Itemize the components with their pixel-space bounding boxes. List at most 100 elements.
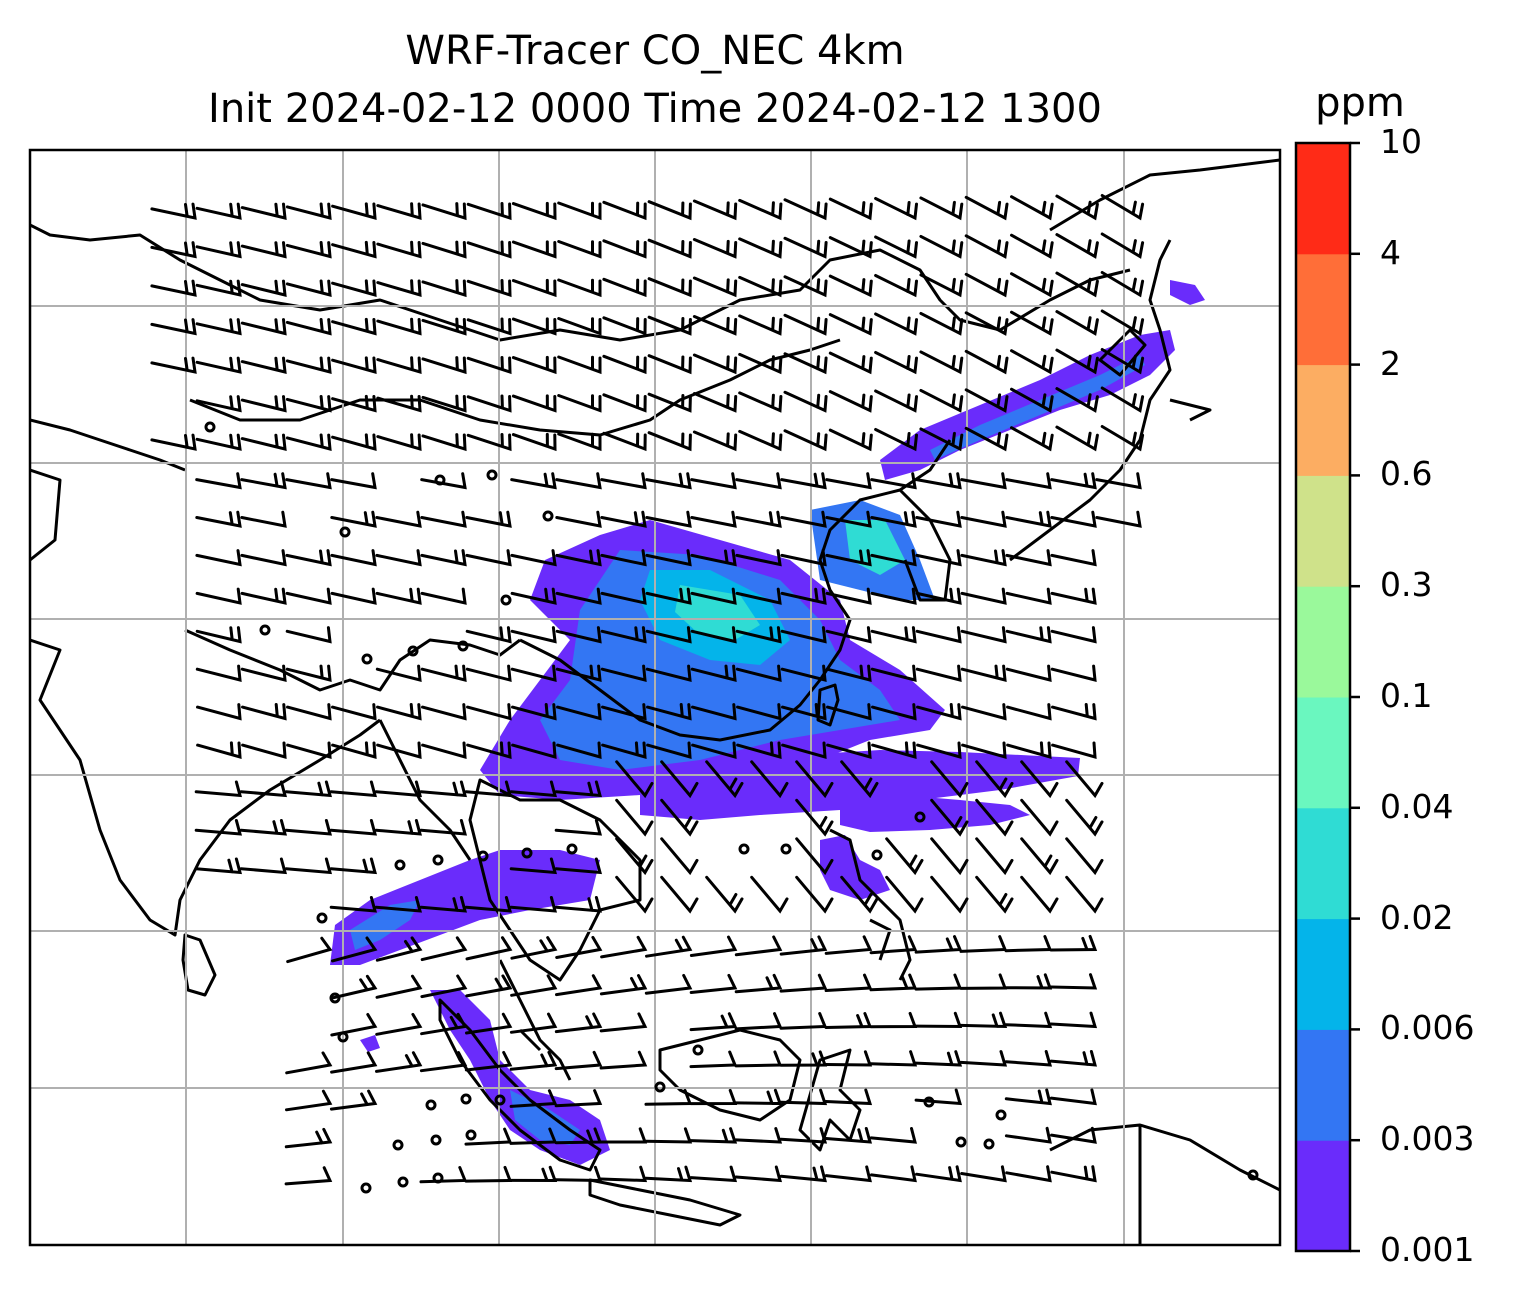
wind-barb: [692, 430, 738, 452]
wind-barb: [915, 587, 962, 605]
wind-barb: [1065, 875, 1104, 914]
wind-barb: [421, 703, 467, 721]
wind-barb: [464, 780, 513, 798]
wind-barb: [645, 626, 692, 644]
wind-barb: [1005, 1165, 1052, 1183]
wind-barb: [959, 935, 1008, 953]
calm-wind-marker: [339, 526, 351, 538]
wind-barb: [599, 1127, 648, 1144]
wind-barb: [464, 1127, 513, 1146]
wind-barb: [464, 1051, 513, 1072]
wind-barb: [331, 279, 377, 298]
wind-barb: [240, 433, 287, 451]
wind-barb: [557, 201, 602, 221]
wind-barb: [1004, 1011, 1053, 1029]
calm-wind-marker: [361, 653, 373, 665]
colorbar-segment: [1296, 807, 1350, 920]
colorbar-tick-label: 0.001: [1380, 1230, 1475, 1269]
wind-barb: [375, 587, 422, 605]
wind-barb: [150, 433, 197, 451]
wind-barb: [554, 896, 603, 913]
coast-borneo: [658, 1028, 802, 1122]
wind-barb: [150, 318, 197, 336]
wind-barb: [915, 626, 962, 644]
wind-barb: [779, 1127, 828, 1144]
wind-barb: [195, 626, 242, 644]
wind-barb: [869, 1127, 917, 1144]
wind-barb: [734, 1165, 783, 1183]
wind-barb: [779, 1165, 827, 1183]
wind-barb: [826, 741, 872, 760]
wind-barb: [286, 741, 332, 760]
wind-barb: [960, 626, 1007, 644]
wind-barb: [645, 664, 692, 682]
wind-barb: [779, 935, 828, 956]
wind-barb: [556, 741, 602, 760]
wind-barb: [421, 279, 467, 298]
wind-barb: [376, 317, 422, 336]
wind-barb: [961, 741, 1007, 760]
wind-barb: [600, 664, 647, 682]
wind-barb: [284, 819, 333, 836]
wind-barb: [511, 317, 557, 336]
wind-barb: [690, 587, 737, 605]
wind-barb: [1020, 760, 1059, 799]
wind-barb: [824, 1012, 873, 1029]
wind-barb: [195, 433, 242, 451]
wind-barb: [825, 587, 872, 605]
wind-barb: [509, 1012, 558, 1034]
wind-barb: [330, 472, 377, 490]
wind-barb: [285, 1089, 333, 1112]
calm-wind-marker: [460, 1093, 472, 1105]
wind-barb: [1005, 510, 1052, 528]
wind-barb: [554, 819, 603, 836]
wind-barb: [419, 1166, 468, 1184]
wind-barb: [195, 472, 242, 490]
wind-barb: [285, 395, 332, 413]
wind-barb: [285, 664, 332, 682]
wind-barb: [1020, 875, 1059, 914]
wind-barb: [331, 433, 377, 452]
wind-barb: [735, 626, 782, 644]
wind-barb: [465, 1012, 513, 1035]
wind-barb: [915, 549, 962, 567]
wind-barb: [554, 1012, 603, 1034]
wind-barb: [690, 472, 737, 490]
wind-barb: [1050, 510, 1097, 528]
wind-barb: [824, 935, 873, 955]
wind-barb: [885, 837, 924, 876]
wind-barb: [285, 587, 332, 605]
wind-barb: [240, 664, 287, 682]
wind-barb: [600, 472, 647, 490]
wind-barb: [780, 587, 827, 605]
wind-barb: [466, 240, 512, 259]
wind-barb: [195, 510, 242, 528]
wind-barb: [420, 664, 467, 682]
wind-barb: [239, 780, 288, 798]
wind-barb: [240, 279, 287, 297]
wind-barb: [692, 392, 738, 413]
wind-barb: [554, 780, 603, 798]
wind-barb: [1010, 195, 1054, 221]
wind-barb: [557, 317, 602, 336]
calm-wind-marker: [457, 640, 469, 652]
wind-barb: [645, 510, 692, 528]
wind-barb: [195, 549, 242, 567]
wind-barb: [555, 974, 603, 997]
wind-barb: [1049, 973, 1098, 990]
colorbar-segment: [1296, 918, 1350, 1030]
wind-barb: [1004, 1126, 1052, 1144]
calm-wind-marker: [500, 594, 512, 606]
wind-barb: [285, 433, 332, 451]
wind-barb: [419, 780, 468, 798]
wind-barb: [240, 395, 287, 413]
wind-barb: [285, 318, 332, 336]
wind-barb: [874, 235, 918, 259]
wind-barb: [689, 935, 738, 957]
wind-barb: [689, 1127, 738, 1144]
wind-barb: [1100, 232, 1145, 259]
wind-barb: [554, 1165, 603, 1183]
wind-barb: [466, 202, 512, 221]
wind-barb: [419, 896, 468, 913]
wind-barb: [645, 472, 692, 490]
